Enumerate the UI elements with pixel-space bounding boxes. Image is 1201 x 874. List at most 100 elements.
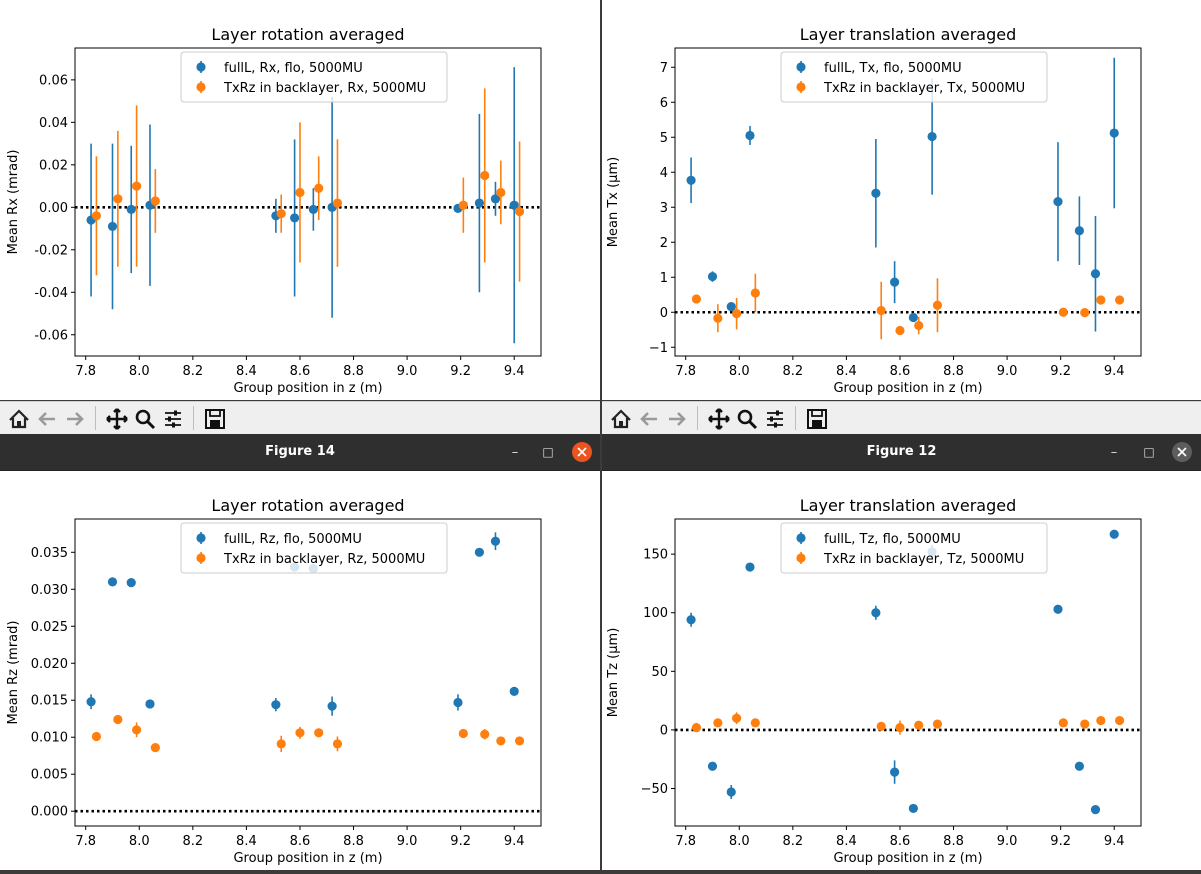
x-axis-label: Group position in z (m) [833, 851, 982, 866]
legend-marker [796, 553, 806, 563]
y-tick-label: 0.035 [31, 546, 68, 561]
chart-rx: Layer rotation averaged 7.8 8.0 8.2 8.4 8.6 8.… [6, 25, 542, 396]
back-button[interactable] [33, 405, 61, 433]
y-tick-label: 0.030 [31, 583, 68, 598]
forward-button[interactable] [663, 405, 691, 433]
x-axis-label: Group position in z (m) [833, 381, 982, 396]
x-tick-label: 8.4 [836, 364, 857, 379]
close-icon [1177, 447, 1187, 457]
forward-button[interactable] [61, 405, 89, 433]
toolbar-separator [697, 406, 698, 430]
legend-label: fullL, Rx, flo, 5000MU [224, 61, 363, 76]
data-point [131, 725, 142, 735]
data-point [890, 277, 900, 287]
save-button[interactable] [803, 405, 831, 433]
forward-icon [669, 412, 686, 426]
data-point [150, 742, 160, 753]
legend-label: TxRz in backlayer, Tz, 5000MU [823, 552, 1024, 567]
zoom-icon [135, 409, 156, 430]
minimize-button[interactable]: – [1110, 444, 1118, 460]
save-button[interactable] [201, 405, 229, 433]
x-tick-label: 8.6 [290, 834, 311, 849]
legend-label: TxRz in backlayer, Tx, 5000MU [823, 81, 1025, 96]
legend-box [180, 522, 448, 574]
zoom-button[interactable] [733, 405, 761, 433]
data-point [1053, 197, 1063, 207]
data-point [480, 170, 490, 181]
data-point [91, 211, 102, 221]
x-tick-label: 8.8 [943, 364, 964, 379]
data-point [474, 547, 485, 557]
series-1 [686, 529, 1119, 815]
data-point [509, 686, 519, 696]
series-1 [686, 57, 1119, 332]
y-axis-label: Mean Tz (μm) [606, 628, 621, 718]
x-tick-label: 9.4 [504, 364, 525, 379]
close-button[interactable] [1172, 442, 1192, 462]
home-button[interactable] [607, 405, 635, 433]
y-tick-label: 1 [660, 271, 668, 286]
y-tick-label: 3 [660, 201, 668, 216]
chart-title: Layer rotation averaged [211, 496, 404, 515]
data-point [707, 271, 718, 282]
home-icon [9, 409, 29, 429]
data-point [131, 181, 142, 191]
configure-subplots-button[interactable] [159, 405, 187, 433]
y-tick-label: 4 [660, 166, 668, 181]
window-title: Figure 14 [265, 444, 335, 459]
y-tick-label: 7 [660, 61, 668, 76]
data-point [1109, 128, 1119, 138]
maximize-button[interactable]: □ [1143, 445, 1155, 459]
window-titlebar-figure-12[interactable]: Figure 12 – □ [602, 434, 1201, 471]
maximize-button[interactable]: □ [542, 445, 554, 459]
data-point [1074, 761, 1085, 771]
data-point [496, 187, 506, 198]
plot-frame [74, 47, 542, 357]
data-point [1114, 295, 1125, 305]
back-icon [38, 412, 55, 426]
data-point [745, 562, 755, 572]
data-point [1090, 804, 1101, 815]
figure-panel-top-right: Layer translation averaged 7.8 8.0 8.2 8.4 8.… [602, 0, 1201, 400]
legend-box [780, 51, 1048, 103]
data-point [731, 309, 742, 319]
configure-subplots-button[interactable] [761, 405, 789, 433]
home-button[interactable] [5, 405, 33, 433]
data-point [276, 739, 286, 749]
data-point [1114, 715, 1125, 726]
pan-icon [106, 408, 128, 430]
data-point [914, 720, 924, 730]
zoom-button[interactable] [131, 405, 159, 433]
data-point [271, 700, 281, 710]
toolbar-separator [193, 406, 194, 430]
data-point [1074, 226, 1085, 236]
back-button[interactable] [635, 405, 663, 433]
data-point [726, 302, 736, 312]
minimize-button[interactable]: – [511, 444, 519, 460]
close-icon [577, 447, 587, 457]
save-icon [205, 409, 225, 429]
x-tick-label: 8.8 [943, 834, 964, 849]
data-point [86, 697, 96, 707]
x-tick-label: 9.0 [997, 834, 1018, 849]
data-point [126, 204, 136, 215]
chart-title: Layer rotation averaged [211, 25, 404, 44]
pan-button[interactable] [705, 405, 733, 433]
legend-marker [196, 533, 206, 543]
data-point [496, 736, 506, 746]
y-tick-label: 100 [643, 606, 668, 621]
y-tick-label: 5 [660, 131, 668, 146]
pan-button[interactable] [103, 405, 131, 433]
data-point [150, 196, 160, 206]
data-point [750, 288, 760, 298]
x-tick-label: 8.4 [236, 364, 257, 379]
y-tick-label: 0.025 [31, 620, 68, 635]
legend-marker [196, 553, 206, 563]
data-point [876, 305, 886, 316]
data-point [327, 701, 337, 711]
y-tick-label: 0.010 [31, 731, 68, 746]
x-tick-label: 9.2 [450, 364, 471, 379]
window-titlebar-figure-14[interactable]: Figure 14 – □ [0, 434, 600, 471]
close-button[interactable] [572, 442, 592, 462]
series-1 [86, 67, 519, 344]
